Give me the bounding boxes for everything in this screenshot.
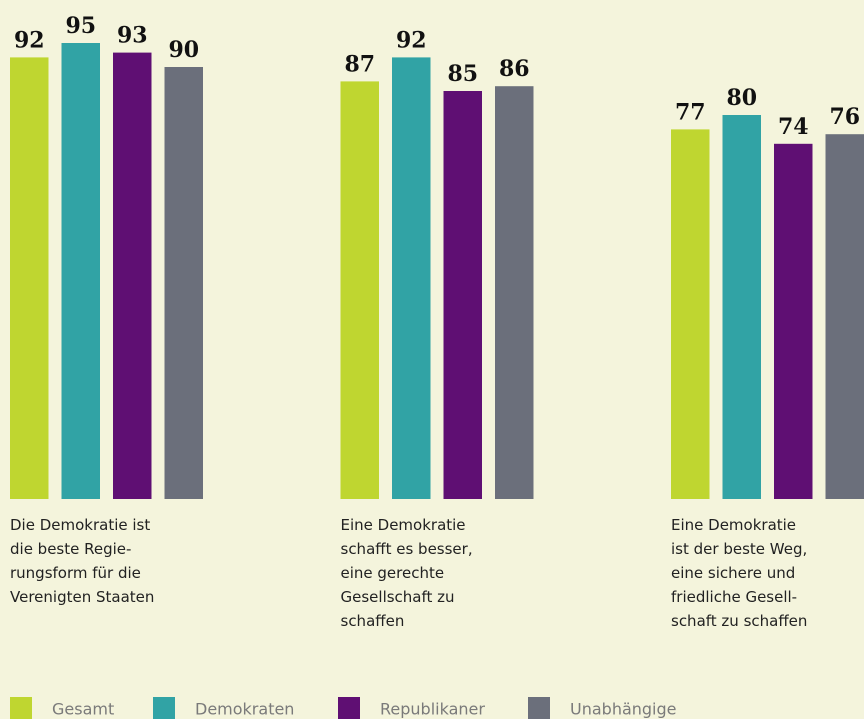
legend-swatch — [338, 697, 360, 719]
value-label: 85 — [447, 61, 478, 87]
legend-swatch — [10, 697, 32, 719]
category-label: Eine Demokratie ist der beste Weg, eine … — [671, 516, 808, 630]
legend-label: Unabhängige — [570, 700, 677, 719]
legend-label: Demokraten — [195, 700, 294, 719]
bar — [392, 57, 431, 500]
bar — [340, 81, 379, 500]
bar — [722, 115, 761, 499]
value-label: 74 — [778, 114, 809, 140]
legend-swatch — [528, 697, 550, 719]
value-label: 80 — [726, 85, 757, 111]
bar — [10, 57, 49, 500]
legend-label: Republikaner — [380, 700, 485, 719]
value-label: 92 — [396, 27, 427, 53]
value-label: 86 — [499, 56, 530, 82]
bar — [443, 91, 482, 499]
value-label: 77 — [675, 99, 706, 125]
value-label: 93 — [117, 23, 148, 49]
category-label: Die Demokratie ist die beste Regie- rung… — [10, 516, 155, 606]
bar — [774, 143, 813, 500]
value-label: 95 — [65, 13, 96, 39]
bar — [825, 134, 864, 499]
legend-label: Gesamt — [52, 700, 114, 719]
category-label: Eine Demokratie schafft es besser, eine … — [340, 516, 473, 630]
bar — [671, 129, 710, 499]
bar — [113, 52, 152, 499]
value-label: 92 — [14, 27, 45, 53]
value-label: 87 — [344, 51, 375, 77]
bar — [495, 86, 534, 499]
value-label: 76 — [829, 104, 860, 130]
value-label: 90 — [168, 37, 199, 63]
bar — [61, 43, 100, 499]
bar — [164, 67, 203, 499]
legend-swatch — [153, 697, 175, 719]
